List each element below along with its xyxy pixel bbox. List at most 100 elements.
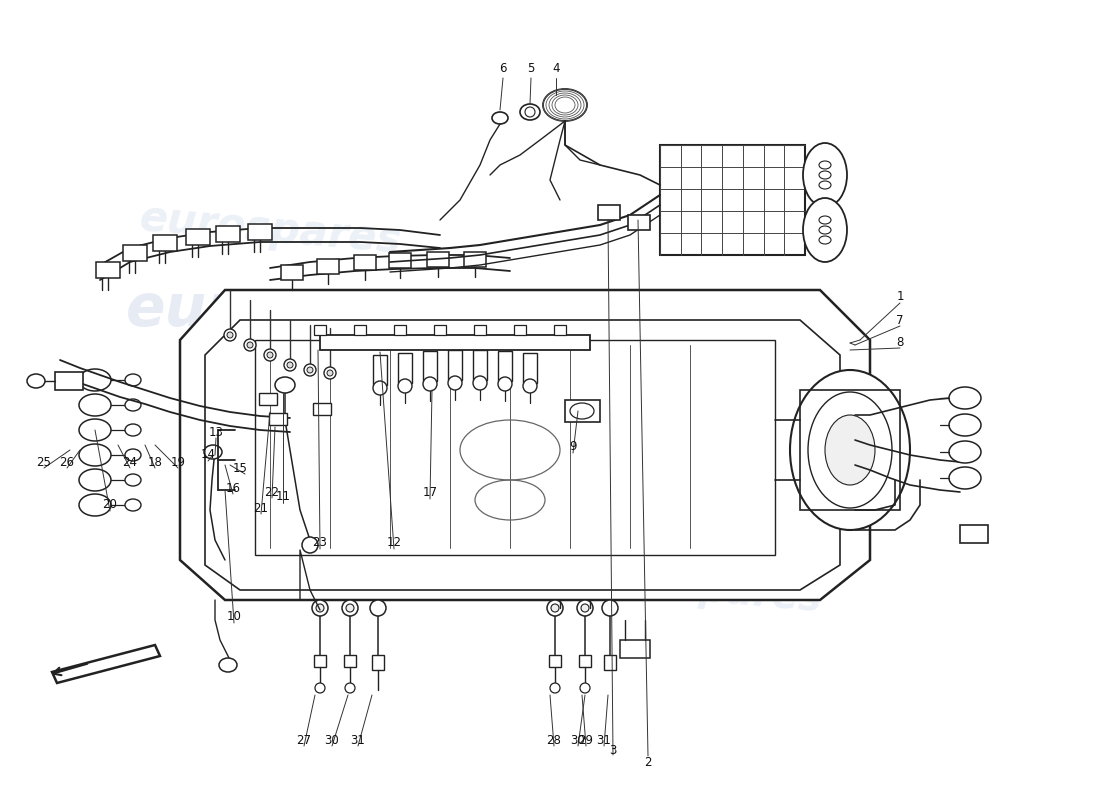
Text: 9: 9 xyxy=(570,441,576,454)
Bar xyxy=(398,353,412,383)
Ellipse shape xyxy=(125,424,141,436)
Circle shape xyxy=(284,359,296,371)
Bar xyxy=(317,259,339,274)
Circle shape xyxy=(312,600,328,616)
Circle shape xyxy=(248,342,253,348)
Ellipse shape xyxy=(949,414,981,436)
Bar xyxy=(549,655,561,667)
Circle shape xyxy=(580,683,590,693)
Text: 3: 3 xyxy=(609,745,617,758)
Bar xyxy=(579,655,591,667)
Bar xyxy=(522,353,537,383)
Bar xyxy=(427,252,449,267)
Circle shape xyxy=(244,339,256,351)
Bar xyxy=(565,400,600,422)
Bar xyxy=(498,351,512,381)
Circle shape xyxy=(307,367,314,373)
Text: 19: 19 xyxy=(170,455,186,469)
Bar xyxy=(660,145,805,255)
Bar xyxy=(96,262,120,278)
Bar xyxy=(620,640,650,658)
Text: 27: 27 xyxy=(297,734,311,746)
Circle shape xyxy=(448,376,462,390)
Text: 23: 23 xyxy=(312,537,328,550)
Bar xyxy=(473,350,487,380)
Circle shape xyxy=(370,600,386,616)
Bar xyxy=(474,325,486,335)
Text: 8: 8 xyxy=(896,335,904,349)
Text: 31: 31 xyxy=(351,734,365,746)
Ellipse shape xyxy=(79,444,111,466)
Ellipse shape xyxy=(79,369,111,391)
Text: eurospares: eurospares xyxy=(125,282,495,338)
Text: 15: 15 xyxy=(232,462,248,474)
Text: eurospares: eurospares xyxy=(592,456,908,504)
Ellipse shape xyxy=(820,181,830,189)
Text: 12: 12 xyxy=(386,537,402,550)
Bar xyxy=(216,226,240,242)
Bar xyxy=(598,205,620,220)
Circle shape xyxy=(525,107,535,117)
Circle shape xyxy=(345,683,355,693)
Circle shape xyxy=(315,683,324,693)
Circle shape xyxy=(346,604,354,612)
Ellipse shape xyxy=(492,112,508,124)
Text: 16: 16 xyxy=(226,482,241,494)
Text: 30: 30 xyxy=(324,734,340,746)
Polygon shape xyxy=(52,645,160,683)
Bar xyxy=(464,252,486,267)
Bar xyxy=(344,655,356,667)
Ellipse shape xyxy=(28,374,45,388)
Ellipse shape xyxy=(825,415,874,485)
Bar xyxy=(448,350,462,380)
Ellipse shape xyxy=(820,216,830,224)
Circle shape xyxy=(424,377,437,391)
Circle shape xyxy=(342,600,358,616)
Text: 5: 5 xyxy=(527,62,535,74)
Bar xyxy=(270,413,287,425)
Ellipse shape xyxy=(79,419,111,441)
Ellipse shape xyxy=(79,469,111,491)
Ellipse shape xyxy=(820,161,830,169)
Bar xyxy=(55,372,82,390)
Polygon shape xyxy=(205,320,840,590)
Text: 31: 31 xyxy=(596,734,612,746)
Ellipse shape xyxy=(125,499,141,511)
Text: eurospares: eurospares xyxy=(576,560,824,620)
Bar xyxy=(394,325,406,335)
Ellipse shape xyxy=(808,392,892,508)
Text: 17: 17 xyxy=(422,486,438,499)
Bar xyxy=(280,265,302,280)
Circle shape xyxy=(264,349,276,361)
Text: 22: 22 xyxy=(264,486,279,498)
Circle shape xyxy=(373,381,387,395)
Ellipse shape xyxy=(803,198,847,262)
Ellipse shape xyxy=(204,445,222,459)
Ellipse shape xyxy=(820,236,830,244)
Ellipse shape xyxy=(520,104,540,120)
Text: 21: 21 xyxy=(253,502,268,514)
Bar xyxy=(320,335,590,350)
Bar xyxy=(354,255,376,270)
Bar xyxy=(153,235,177,251)
Circle shape xyxy=(547,600,563,616)
Bar xyxy=(314,325,326,335)
Circle shape xyxy=(287,362,293,368)
Text: 26: 26 xyxy=(59,455,75,469)
Circle shape xyxy=(578,600,593,616)
Bar xyxy=(389,253,411,268)
Ellipse shape xyxy=(570,403,594,419)
Circle shape xyxy=(267,352,273,358)
Ellipse shape xyxy=(79,394,111,416)
Ellipse shape xyxy=(125,474,141,486)
Bar xyxy=(424,351,437,381)
Circle shape xyxy=(324,367,336,379)
Bar xyxy=(514,325,526,335)
Bar xyxy=(604,655,616,670)
Ellipse shape xyxy=(949,467,981,489)
Text: 25: 25 xyxy=(36,455,52,469)
Ellipse shape xyxy=(275,377,295,393)
Bar xyxy=(800,390,900,510)
Circle shape xyxy=(304,364,316,376)
Bar xyxy=(354,325,366,335)
